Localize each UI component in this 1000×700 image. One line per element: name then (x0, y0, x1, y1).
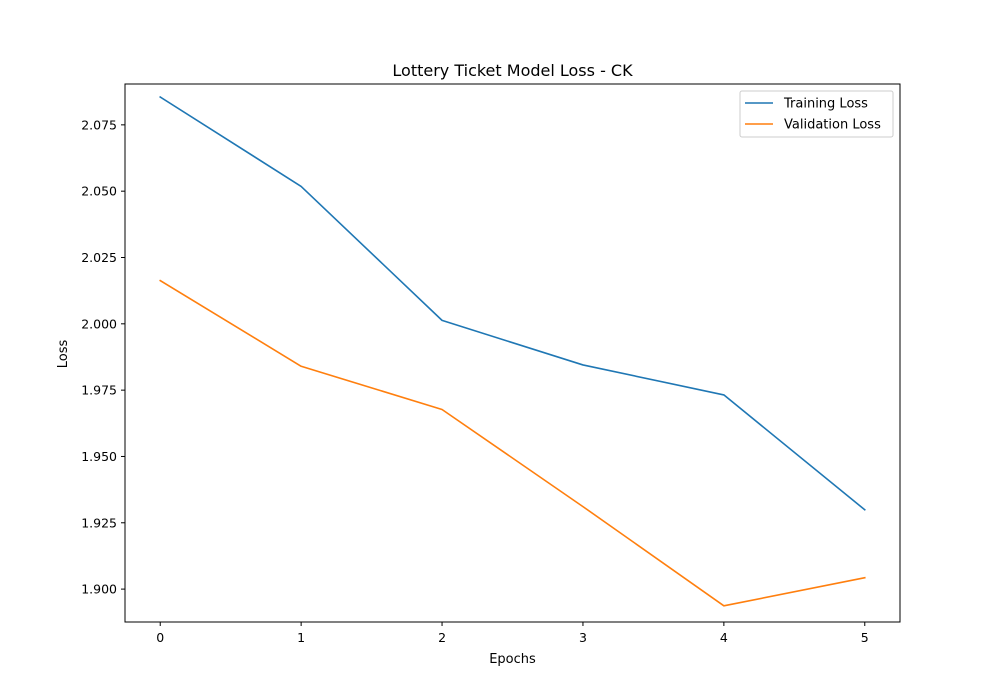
y-tick-label: 1.975 (81, 383, 117, 398)
axis-ticks: 0 1 2 3 4 5 1.900 1.925 1.950 1.975 2.000 2.025 2.05… (81, 117, 869, 645)
x-tick-label: 1 (297, 630, 305, 645)
legend-label-training-loss: Training Loss (783, 97, 868, 112)
plot-frame (124, 83, 901, 623)
x-tick-label: 5 (861, 630, 869, 645)
y-tick-label: 2.050 (81, 184, 117, 199)
x-tick-label: 3 (579, 630, 587, 645)
chart-title: Lottery Ticket Model Loss - CK (392, 61, 633, 80)
y-tick-label: 1.900 (81, 582, 117, 597)
series-line-validation-loss (159, 279, 866, 607)
x-tick-label: 4 (720, 630, 728, 645)
plot-area (159, 95, 866, 607)
y-tick-label: 1.950 (81, 449, 117, 464)
y-axis-label: Loss (56, 340, 71, 369)
series-line-training-loss (159, 95, 866, 511)
legend-box (739, 90, 894, 138)
y-tick-label: 2.025 (81, 250, 117, 265)
x-axis-label: Epochs (489, 652, 536, 667)
x-tick-label: 2 (438, 630, 446, 645)
y-tick-label: 2.075 (81, 117, 117, 132)
y-tick-label: 1.925 (81, 515, 117, 530)
y-tick-label: 2.000 (81, 316, 117, 331)
legend-label-validation-loss: Validation Loss (784, 118, 881, 133)
legend: Training Loss Validation Loss (739, 90, 894, 138)
x-tick-label: 0 (156, 630, 164, 645)
